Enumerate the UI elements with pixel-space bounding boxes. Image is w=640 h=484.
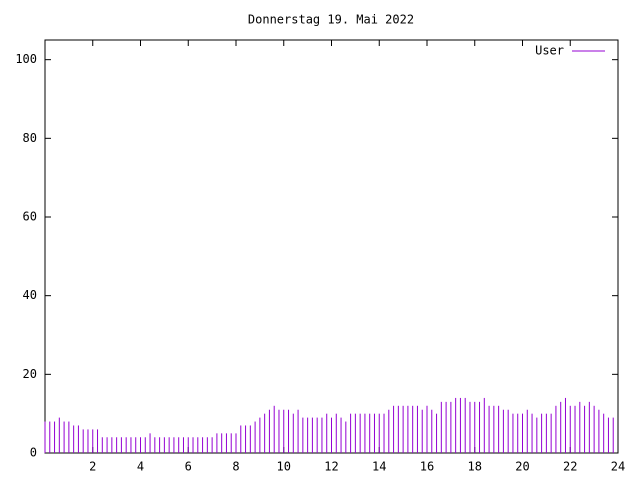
x-tick-label: 16 — [420, 460, 434, 474]
x-tick-label: 22 — [563, 460, 577, 474]
y-tick-label: 80 — [23, 131, 37, 145]
y-tick-label: 40 — [23, 288, 37, 302]
x-tick-label: 14 — [372, 460, 386, 474]
x-tick-label: 6 — [185, 460, 192, 474]
y-tick-label: 60 — [23, 210, 37, 224]
plot-frame — [44, 39, 619, 454]
x-tick-label: 20 — [515, 460, 529, 474]
x-tick-label: 18 — [468, 460, 482, 474]
x-tick-label: 4 — [137, 460, 144, 474]
y-tick-label: 0 — [30, 446, 37, 460]
chart-title: Donnerstag 19. Mai 2022 — [248, 13, 414, 27]
x-tick-label: 2 — [89, 460, 96, 474]
x-tick-label: 8 — [232, 460, 239, 474]
y-tick-label: 20 — [23, 367, 37, 381]
x-tick-label: 10 — [277, 460, 291, 474]
x-tick-label: 12 — [324, 460, 338, 474]
y-tick-label: 100 — [15, 52, 37, 66]
x-tick-label: 24 — [611, 460, 625, 474]
legend-label: User — [535, 44, 564, 58]
